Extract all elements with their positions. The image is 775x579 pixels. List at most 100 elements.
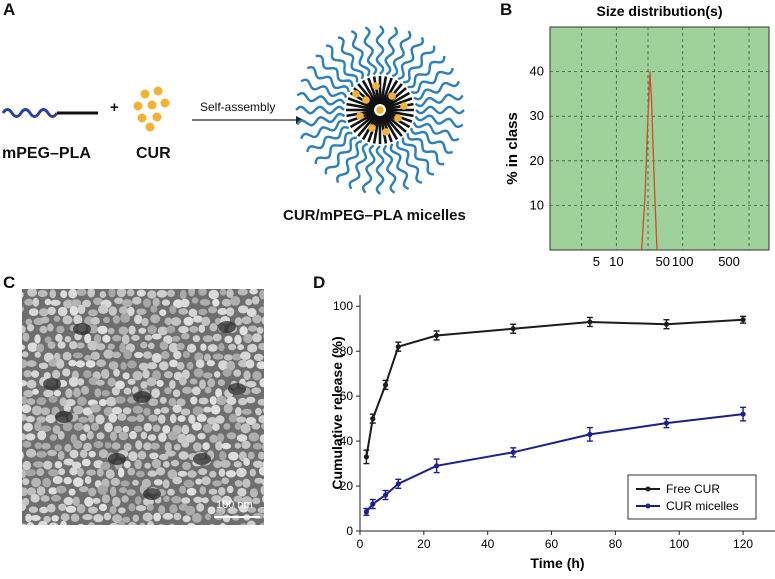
nanoparticle bbox=[172, 389, 181, 398]
nanoparticle bbox=[88, 413, 95, 423]
nanoparticle bbox=[52, 476, 63, 484]
nanoparticle bbox=[123, 443, 132, 452]
nanoparticle bbox=[84, 496, 94, 507]
nanoparticle bbox=[79, 486, 89, 493]
nanoparticle bbox=[108, 413, 118, 423]
nanoparticle bbox=[178, 451, 189, 460]
nanoparticle bbox=[158, 432, 167, 442]
nanoparticle bbox=[190, 396, 198, 405]
nanoparticle bbox=[64, 336, 71, 343]
nanoparticle bbox=[49, 434, 57, 441]
nanoparticle bbox=[36, 416, 47, 423]
nanoparticle bbox=[132, 405, 143, 414]
nanoparticle bbox=[122, 516, 131, 523]
nanoparticle bbox=[209, 470, 217, 478]
nanoparticle bbox=[226, 289, 234, 298]
nanoparticle bbox=[96, 432, 105, 440]
micelle-core-chain bbox=[385, 109, 414, 118]
nanoparticle bbox=[191, 513, 202, 523]
nanoparticle bbox=[151, 353, 162, 363]
nanoparticle bbox=[168, 342, 179, 353]
nanoparticle bbox=[112, 335, 122, 342]
nanoparticle bbox=[234, 422, 242, 430]
nanoparticle bbox=[176, 398, 186, 407]
nanoparticle bbox=[134, 314, 143, 325]
nanoparticle bbox=[213, 460, 222, 469]
nanoparticle bbox=[73, 440, 83, 449]
nanoparticle bbox=[158, 524, 165, 525]
nanoparticle bbox=[179, 485, 187, 494]
nanoparticle bbox=[204, 513, 212, 521]
nanoparticle bbox=[127, 467, 136, 476]
nanoparticle bbox=[152, 370, 161, 381]
nanoparticle bbox=[245, 359, 255, 369]
nanoparticle bbox=[91, 422, 99, 431]
nanoparticle bbox=[167, 289, 175, 297]
nanoparticle bbox=[151, 333, 162, 340]
micelle-peg-chain bbox=[336, 140, 363, 184]
nanoparticle bbox=[252, 443, 263, 450]
nanoparticle bbox=[181, 333, 190, 340]
nanoparticle bbox=[144, 334, 152, 341]
nanoparticle bbox=[45, 414, 56, 424]
nanoparticle bbox=[261, 316, 264, 325]
nanoparticle bbox=[176, 361, 185, 371]
nanoparticle bbox=[22, 440, 32, 448]
nanoparticle bbox=[123, 460, 131, 469]
micelle-core-chain bbox=[383, 112, 407, 133]
nanoparticle bbox=[136, 289, 146, 297]
nanoparticle bbox=[69, 305, 79, 316]
nanoparticle bbox=[142, 369, 150, 379]
nanoparticle bbox=[34, 442, 42, 449]
nanoparticle bbox=[258, 342, 264, 351]
nanoparticle bbox=[183, 316, 194, 326]
micelle-core-chain bbox=[385, 97, 413, 110]
nanoparticle bbox=[152, 424, 161, 432]
nanoparticle bbox=[22, 460, 31, 471]
nanoparticle bbox=[112, 496, 121, 507]
nanoparticle bbox=[217, 379, 225, 386]
nanoparticle bbox=[214, 371, 221, 378]
nanoparticle bbox=[77, 467, 84, 477]
nanoparticle bbox=[219, 451, 227, 461]
nanoparticle bbox=[99, 291, 107, 298]
nanoparticle bbox=[170, 317, 182, 326]
nanoparticle bbox=[132, 479, 139, 486]
nanoparticle bbox=[240, 423, 251, 434]
micelle-core-chain bbox=[372, 115, 381, 144]
nanoparticle bbox=[253, 353, 264, 362]
nanoparticle bbox=[111, 406, 122, 415]
nanoparticle bbox=[209, 523, 215, 525]
nanoparticle bbox=[187, 343, 197, 353]
release-xtick-label: 0 bbox=[357, 537, 364, 551]
nanoparticle bbox=[83, 442, 92, 452]
nanoparticle bbox=[30, 515, 41, 521]
micelle-peg-chain bbox=[414, 114, 464, 129]
nanoparticle bbox=[252, 371, 262, 381]
nanoparticle bbox=[162, 479, 170, 489]
nanoparticle bbox=[39, 308, 49, 317]
nanoparticle bbox=[120, 313, 131, 323]
release-ytick-label: 0 bbox=[346, 524, 353, 538]
nanoparticle bbox=[73, 405, 84, 415]
nanoparticle bbox=[141, 317, 149, 327]
data-point bbox=[510, 326, 516, 332]
nanoparticle bbox=[246, 396, 256, 404]
nanoparticle bbox=[34, 351, 41, 358]
micelle-peg-chain bbox=[415, 105, 465, 115]
nanoparticle bbox=[27, 289, 37, 297]
nanoparticle bbox=[157, 326, 168, 336]
nanoparticle bbox=[217, 308, 228, 315]
micelle-core-chain bbox=[357, 83, 378, 107]
nanoparticle bbox=[108, 289, 116, 298]
nanoparticle bbox=[121, 495, 129, 503]
nanoparticle bbox=[118, 467, 125, 478]
nanoparticle bbox=[72, 496, 80, 507]
nanoparticle bbox=[261, 478, 264, 486]
nanoparticle bbox=[225, 470, 236, 478]
nanoparticle bbox=[209, 396, 217, 405]
nanoparticle bbox=[122, 372, 130, 380]
nanoparticle bbox=[230, 296, 241, 306]
nanoparticle bbox=[75, 360, 85, 368]
nanoparticle bbox=[127, 415, 137, 422]
